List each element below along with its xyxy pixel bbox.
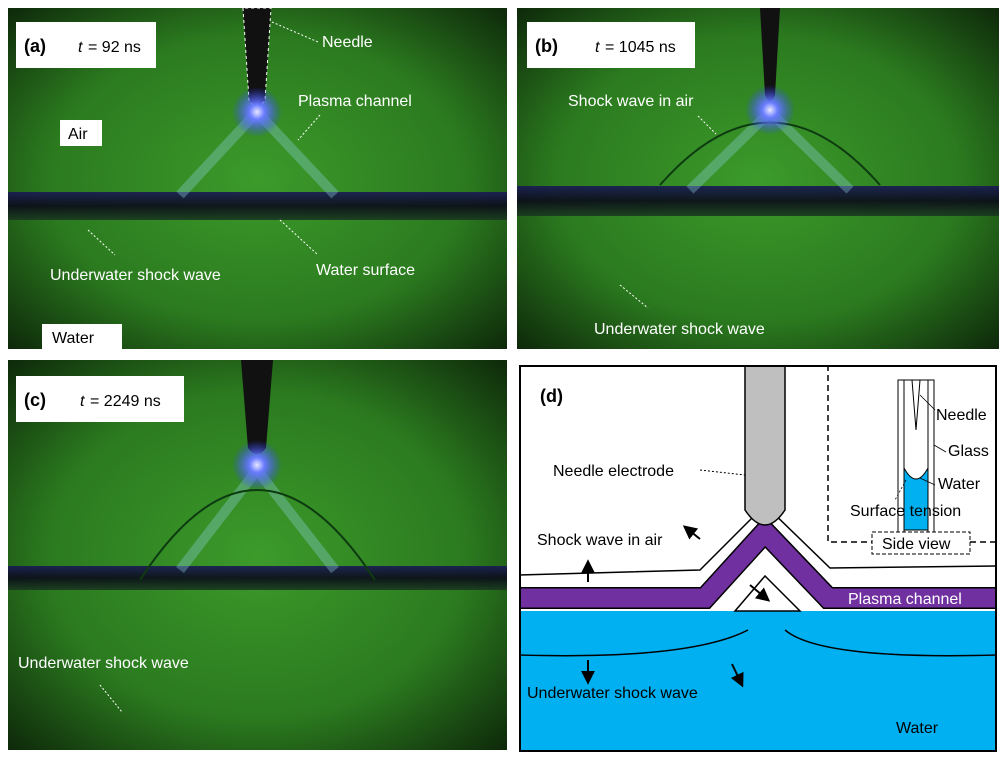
time-value: = 92 ns bbox=[88, 39, 141, 56]
panel-b: (b) t = 1045 ns Shock wave in air Underw… bbox=[517, 8, 999, 349]
figure: (a) t = 92 ns Needle Plasma channel Air … bbox=[0, 0, 1001, 758]
time-value: = 2249 ns bbox=[90, 393, 161, 410]
time-var: t bbox=[78, 39, 83, 56]
inset-label: Water bbox=[938, 476, 981, 493]
annotation: Plasma channel bbox=[298, 93, 412, 110]
annotation: Shock wave in air bbox=[537, 532, 663, 549]
annotation: Underwater shock wave bbox=[18, 655, 189, 672]
inset-label: Glass bbox=[948, 443, 989, 460]
panel-label: (a) bbox=[24, 36, 46, 56]
annotation: Needle bbox=[322, 34, 373, 51]
time-var: t bbox=[595, 39, 600, 56]
panel-label: (c) bbox=[24, 390, 46, 410]
panel-label: (d) bbox=[540, 386, 563, 406]
annotation: Plasma channel bbox=[848, 591, 962, 608]
time-value: = 1045 ns bbox=[605, 39, 676, 56]
annotation: Shock wave in air bbox=[568, 93, 694, 110]
panel-c: (c) t = 2249 ns Underwater shock wave bbox=[8, 360, 507, 750]
annotation: Needle electrode bbox=[553, 463, 674, 480]
inset-label: Surface tension bbox=[850, 503, 961, 520]
panel-d: (d) Needle electrode Shock wave in air P… bbox=[519, 365, 997, 752]
annotation: Water bbox=[52, 330, 95, 347]
annotation: Air bbox=[68, 126, 88, 143]
annotation: Water surface bbox=[316, 262, 415, 279]
inset-title: Side view bbox=[882, 536, 951, 553]
time-var: t bbox=[80, 393, 85, 410]
annotation: Underwater shock wave bbox=[50, 267, 221, 284]
annotation: Water bbox=[896, 720, 939, 737]
annotation: Underwater shock wave bbox=[527, 685, 698, 702]
panel-label: (b) bbox=[535, 36, 558, 56]
annotation: Underwater shock wave bbox=[594, 321, 765, 338]
inset-label: Needle bbox=[936, 407, 987, 424]
panel-a: (a) t = 92 ns Needle Plasma channel Air … bbox=[8, 8, 507, 350]
